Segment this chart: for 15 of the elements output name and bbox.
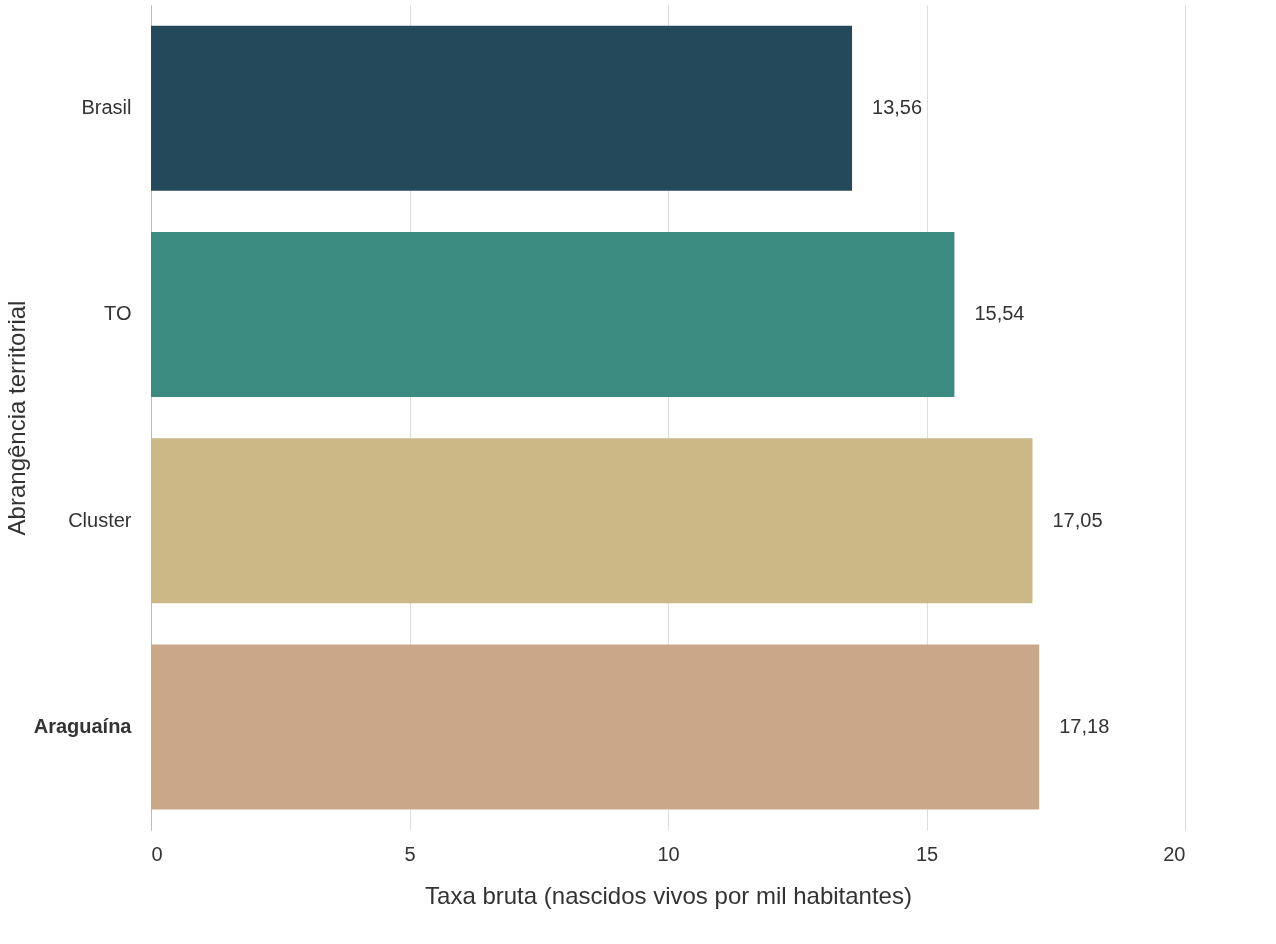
y-tick-label: Brasil [81,96,132,119]
x-tick-label: 5 [404,842,416,865]
data-label: 15,54 [974,302,1025,325]
data-label: 17,18 [1059,714,1110,737]
x-tick-label: 15 [915,842,939,865]
x-tick-label: 20 [1163,842,1186,865]
x-tick-label: 0 [151,842,163,865]
y-tick-label: TO [104,302,132,325]
x-tick-label: 10 [657,842,680,865]
data-label: 17,05 [1052,508,1103,531]
data-label: 13,56 [872,96,923,119]
x-axis-title: Taxa bruta (nascidos vivos por mil habitantes) [425,881,912,909]
y-tick-label: Araguaína [33,714,133,737]
y-tick-label: Cluster [68,508,132,531]
y-axis-title: Abrangência territorial [2,300,30,536]
